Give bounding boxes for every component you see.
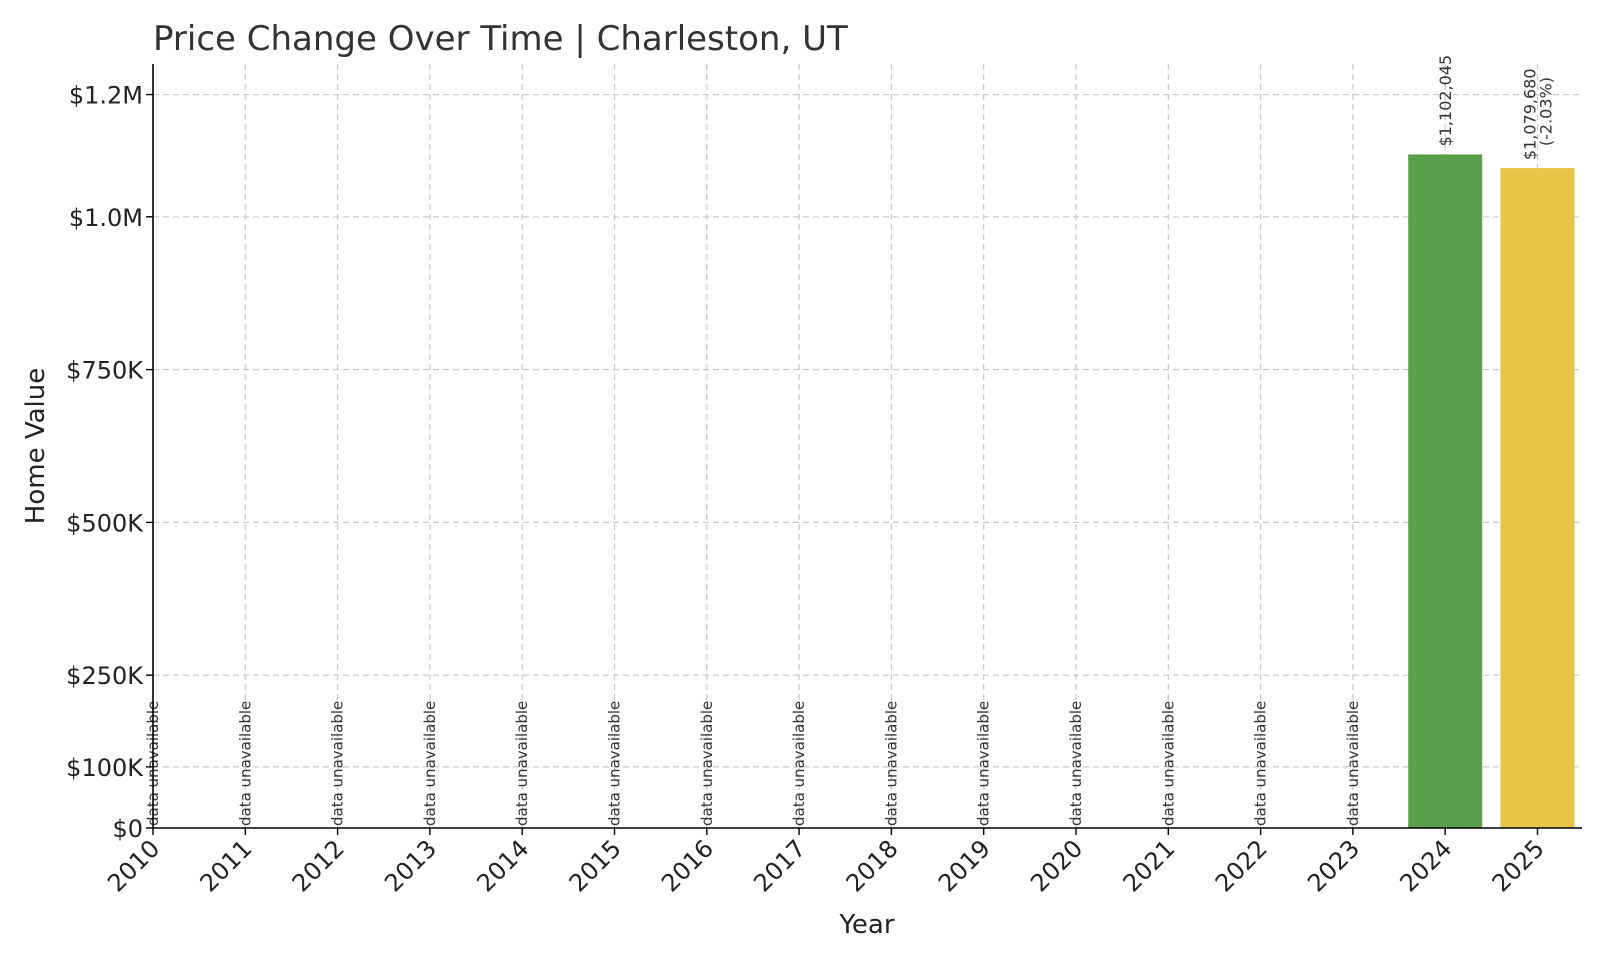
y-tick-label: $1.2M <box>69 82 143 110</box>
data-unavailable-label: data unavailable <box>1344 701 1362 826</box>
y-tick-label: $100K <box>66 754 144 782</box>
x-tick-label: 2019 <box>933 834 996 897</box>
bars-layer: data unavailable data unavailable data una… <box>144 55 1575 828</box>
y-tick-label: $0 <box>112 815 143 843</box>
data-unavailable-label: data unavailable <box>1159 701 1177 826</box>
x-tick-label: 2021 <box>1118 834 1181 897</box>
data-unavailable-label: data unavailable <box>1067 701 1085 826</box>
y-tick-label: $500K <box>66 509 144 537</box>
x-tick-label: 2011 <box>195 834 258 897</box>
x-tick-label: 2023 <box>1302 834 1365 897</box>
data-unavailable-label: data unavailable <box>513 701 531 826</box>
data-unavailable-label: data unavailable <box>1252 701 1270 826</box>
data-unavailable-label: data unavailable <box>790 701 808 826</box>
x-tick-label: 2025 <box>1487 834 1550 897</box>
y-axis-label: Home Value <box>21 368 51 524</box>
data-unavailable-label: data unavailable <box>606 701 624 826</box>
bar-value-label: $1,102,045 <box>1436 55 1455 147</box>
data-unavailable-label: data unavailable <box>882 701 900 826</box>
bar <box>1500 168 1575 828</box>
x-tick-label: 2016 <box>656 834 719 897</box>
bar-value-label: $1,079,680 <box>1521 68 1540 160</box>
x-tick-label: 2015 <box>564 834 627 897</box>
bar-change-label: (-2.03%) <box>1537 77 1556 146</box>
x-tick-label: 2013 <box>379 834 442 897</box>
axes-layer <box>152 64 1582 829</box>
chart-title: Price Change Over Time | Charleston, UT <box>153 19 848 59</box>
y-tick-label: $1.0M <box>69 204 143 232</box>
bar <box>1408 154 1483 828</box>
data-unavailable-label: data unavailable <box>698 701 716 826</box>
x-tick-label: 2018 <box>841 834 904 897</box>
x-tick-label: 2010 <box>102 834 165 897</box>
data-unavailable-label: data unavailable <box>421 701 439 826</box>
x-axis-label: Year <box>838 910 894 940</box>
data-unavailable-label: data unavailable <box>329 701 347 826</box>
x-tick-label: 2022 <box>1210 834 1273 897</box>
x-tick-label: 2020 <box>1025 834 1088 897</box>
y-tick-label: $250K <box>66 662 144 690</box>
x-tick-label: 2024 <box>1394 834 1457 897</box>
x-tick-label: 2017 <box>748 834 811 897</box>
grid-layer <box>153 64 1582 828</box>
data-unavailable-label: data unavailable <box>975 701 993 826</box>
x-tick-label: 2014 <box>471 834 534 897</box>
y-tick-label: $750K <box>66 357 144 385</box>
data-unavailable-label: data unavailable <box>236 701 254 826</box>
x-tick-label: 2012 <box>287 834 350 897</box>
